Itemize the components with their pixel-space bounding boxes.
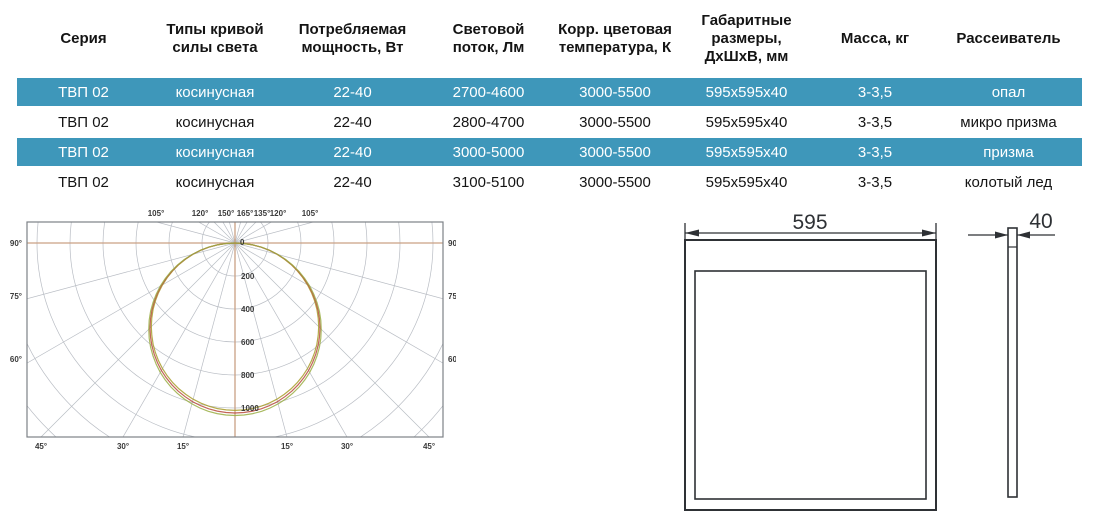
chart-label: 75° [448, 292, 456, 301]
column-header-mass: Масса, кг [840, 29, 910, 47]
cell-curve-type: косинусная [175, 83, 255, 101]
chart-label: 90° [448, 239, 456, 248]
cell-flux: 2700-4600 [452, 83, 525, 101]
cell-dimensions: 595х595х40 [705, 173, 788, 191]
cell-curve-type: косинусная [175, 143, 255, 161]
cell-mass: 3-3,5 [857, 83, 893, 101]
table-header-row: Серия Типы кривой силы света Потребляема… [17, 0, 1082, 78]
front-width-dimension [684, 223, 937, 239]
chart-label: 120° [192, 209, 209, 218]
column-header-cct: Корр. цветовая температура, К [558, 20, 672, 56]
chart-border [26, 221, 444, 438]
column-header-dimensions: Габаритные размеры, ДхШхВ, мм [701, 11, 792, 66]
cell-cct: 3000-5500 [579, 173, 651, 191]
chart-label: 200 [241, 272, 255, 281]
chart-label: 800 [241, 371, 255, 380]
table-row: ТВП 02 косинусная 22-40 3000-5000 3000-5… [17, 138, 1082, 166]
column-header-power: Потребляемая мощность, Вт [298, 20, 407, 56]
polar-angle-labels: 200 400 600 800 1000 0 90° 90° 75° 75° 60° 60° 45° 30… [10, 209, 456, 451]
cell-cct: 3000-5500 [579, 113, 651, 131]
cell-mass: 3-3,5 [857, 143, 893, 161]
polar-grid [27, 222, 443, 437]
cell-diffuser: призма [983, 143, 1034, 161]
chart-label: 45° [423, 442, 435, 451]
cell-curve-type: косинусная [175, 173, 255, 191]
chart-label: 120° [270, 209, 287, 218]
table-row: ТВП 02 косинусная 22-40 3100-5100 3000-5… [17, 168, 1082, 196]
panel-profile-outline [1007, 227, 1018, 498]
dimension-arrow-right-icon [922, 229, 936, 237]
cell-flux: 3000-5000 [452, 143, 525, 161]
chart-label: 1000 [241, 404, 259, 413]
chart-label: 105° [302, 209, 319, 218]
chart-label: 30° [117, 442, 129, 451]
cell-power: 22-40 [333, 83, 372, 101]
dimension-arrow-left-icon [685, 229, 699, 237]
side-thickness-label: 40 [1029, 210, 1052, 233]
cell-dimensions: 595х595х40 [705, 113, 788, 131]
dimension-arrow-left-icon [1017, 231, 1030, 239]
dimension-arrow-right-icon [995, 231, 1008, 239]
chart-label: 150° [218, 209, 235, 218]
chart-label: 600 [241, 338, 255, 347]
front-width-label: 595 [792, 211, 827, 234]
column-header-curve-type: Типы кривой силы света [166, 20, 264, 56]
cell-series: ТВП 02 [58, 143, 109, 161]
cell-mass: 3-3,5 [857, 113, 893, 131]
cell-series: ТВП 02 [58, 173, 109, 191]
chart-label: 90° [10, 239, 22, 248]
chart-label: 45° [35, 442, 47, 451]
spec-table: Серия Типы кривой силы света Потребляема… [17, 0, 1082, 198]
chart-label: 75° [10, 292, 22, 301]
chart-label: 30° [341, 442, 353, 451]
table-row: ТВП 02 косинусная 22-40 2700-4600 3000-5… [17, 78, 1082, 106]
chart-label: 165° [237, 209, 254, 218]
cell-diffuser: опал [991, 83, 1026, 101]
column-header-series: Серия [60, 29, 107, 47]
cell-power: 22-40 [333, 113, 372, 131]
intensity-curve [148, 242, 322, 417]
cell-series: ТВП 02 [58, 83, 109, 101]
side-view-drawing: 40 [968, 210, 1055, 498]
cell-cct: 3000-5500 [579, 83, 651, 101]
cell-flux: 3100-5100 [452, 173, 525, 191]
table-row: ТВП 02 косинусная 22-40 2800-4700 3000-5… [17, 108, 1082, 136]
panel-outer-outline [684, 239, 937, 511]
panel-inner-outline [694, 270, 927, 500]
cell-flux: 2800-4700 [452, 113, 525, 131]
column-header-diffuser: Рассеиватель [956, 29, 1061, 47]
cell-diffuser: микро призма [960, 113, 1057, 131]
light-distribution-polar-chart: 200 400 600 800 1000 0 90° 90° 75° 75° 60° 60° 45° 30… [10, 209, 456, 451]
chart-label: 60° [10, 355, 22, 364]
cell-dimensions: 595х595х40 [705, 143, 788, 161]
cell-mass: 3-3,5 [857, 173, 893, 191]
cell-cct: 3000-5500 [579, 143, 651, 161]
chart-label: 0 [240, 238, 245, 247]
chart-label: 135° [254, 209, 271, 218]
chart-label: 15° [177, 442, 189, 451]
front-view-drawing: 595 [684, 211, 937, 511]
chart-label: 15° [281, 442, 293, 451]
cell-diffuser: колотый лед [964, 173, 1053, 191]
chart-label: 400 [241, 305, 255, 314]
cell-dimensions: 595х595х40 [705, 83, 788, 101]
chart-label: 60° [448, 355, 456, 364]
column-header-flux: Световой поток, Лм [452, 20, 525, 56]
cell-power: 22-40 [333, 143, 372, 161]
cell-series: ТВП 02 [58, 113, 109, 131]
cell-curve-type: косинусная [175, 113, 255, 131]
chart-label: 105° [148, 209, 165, 218]
cell-power: 22-40 [333, 173, 372, 191]
